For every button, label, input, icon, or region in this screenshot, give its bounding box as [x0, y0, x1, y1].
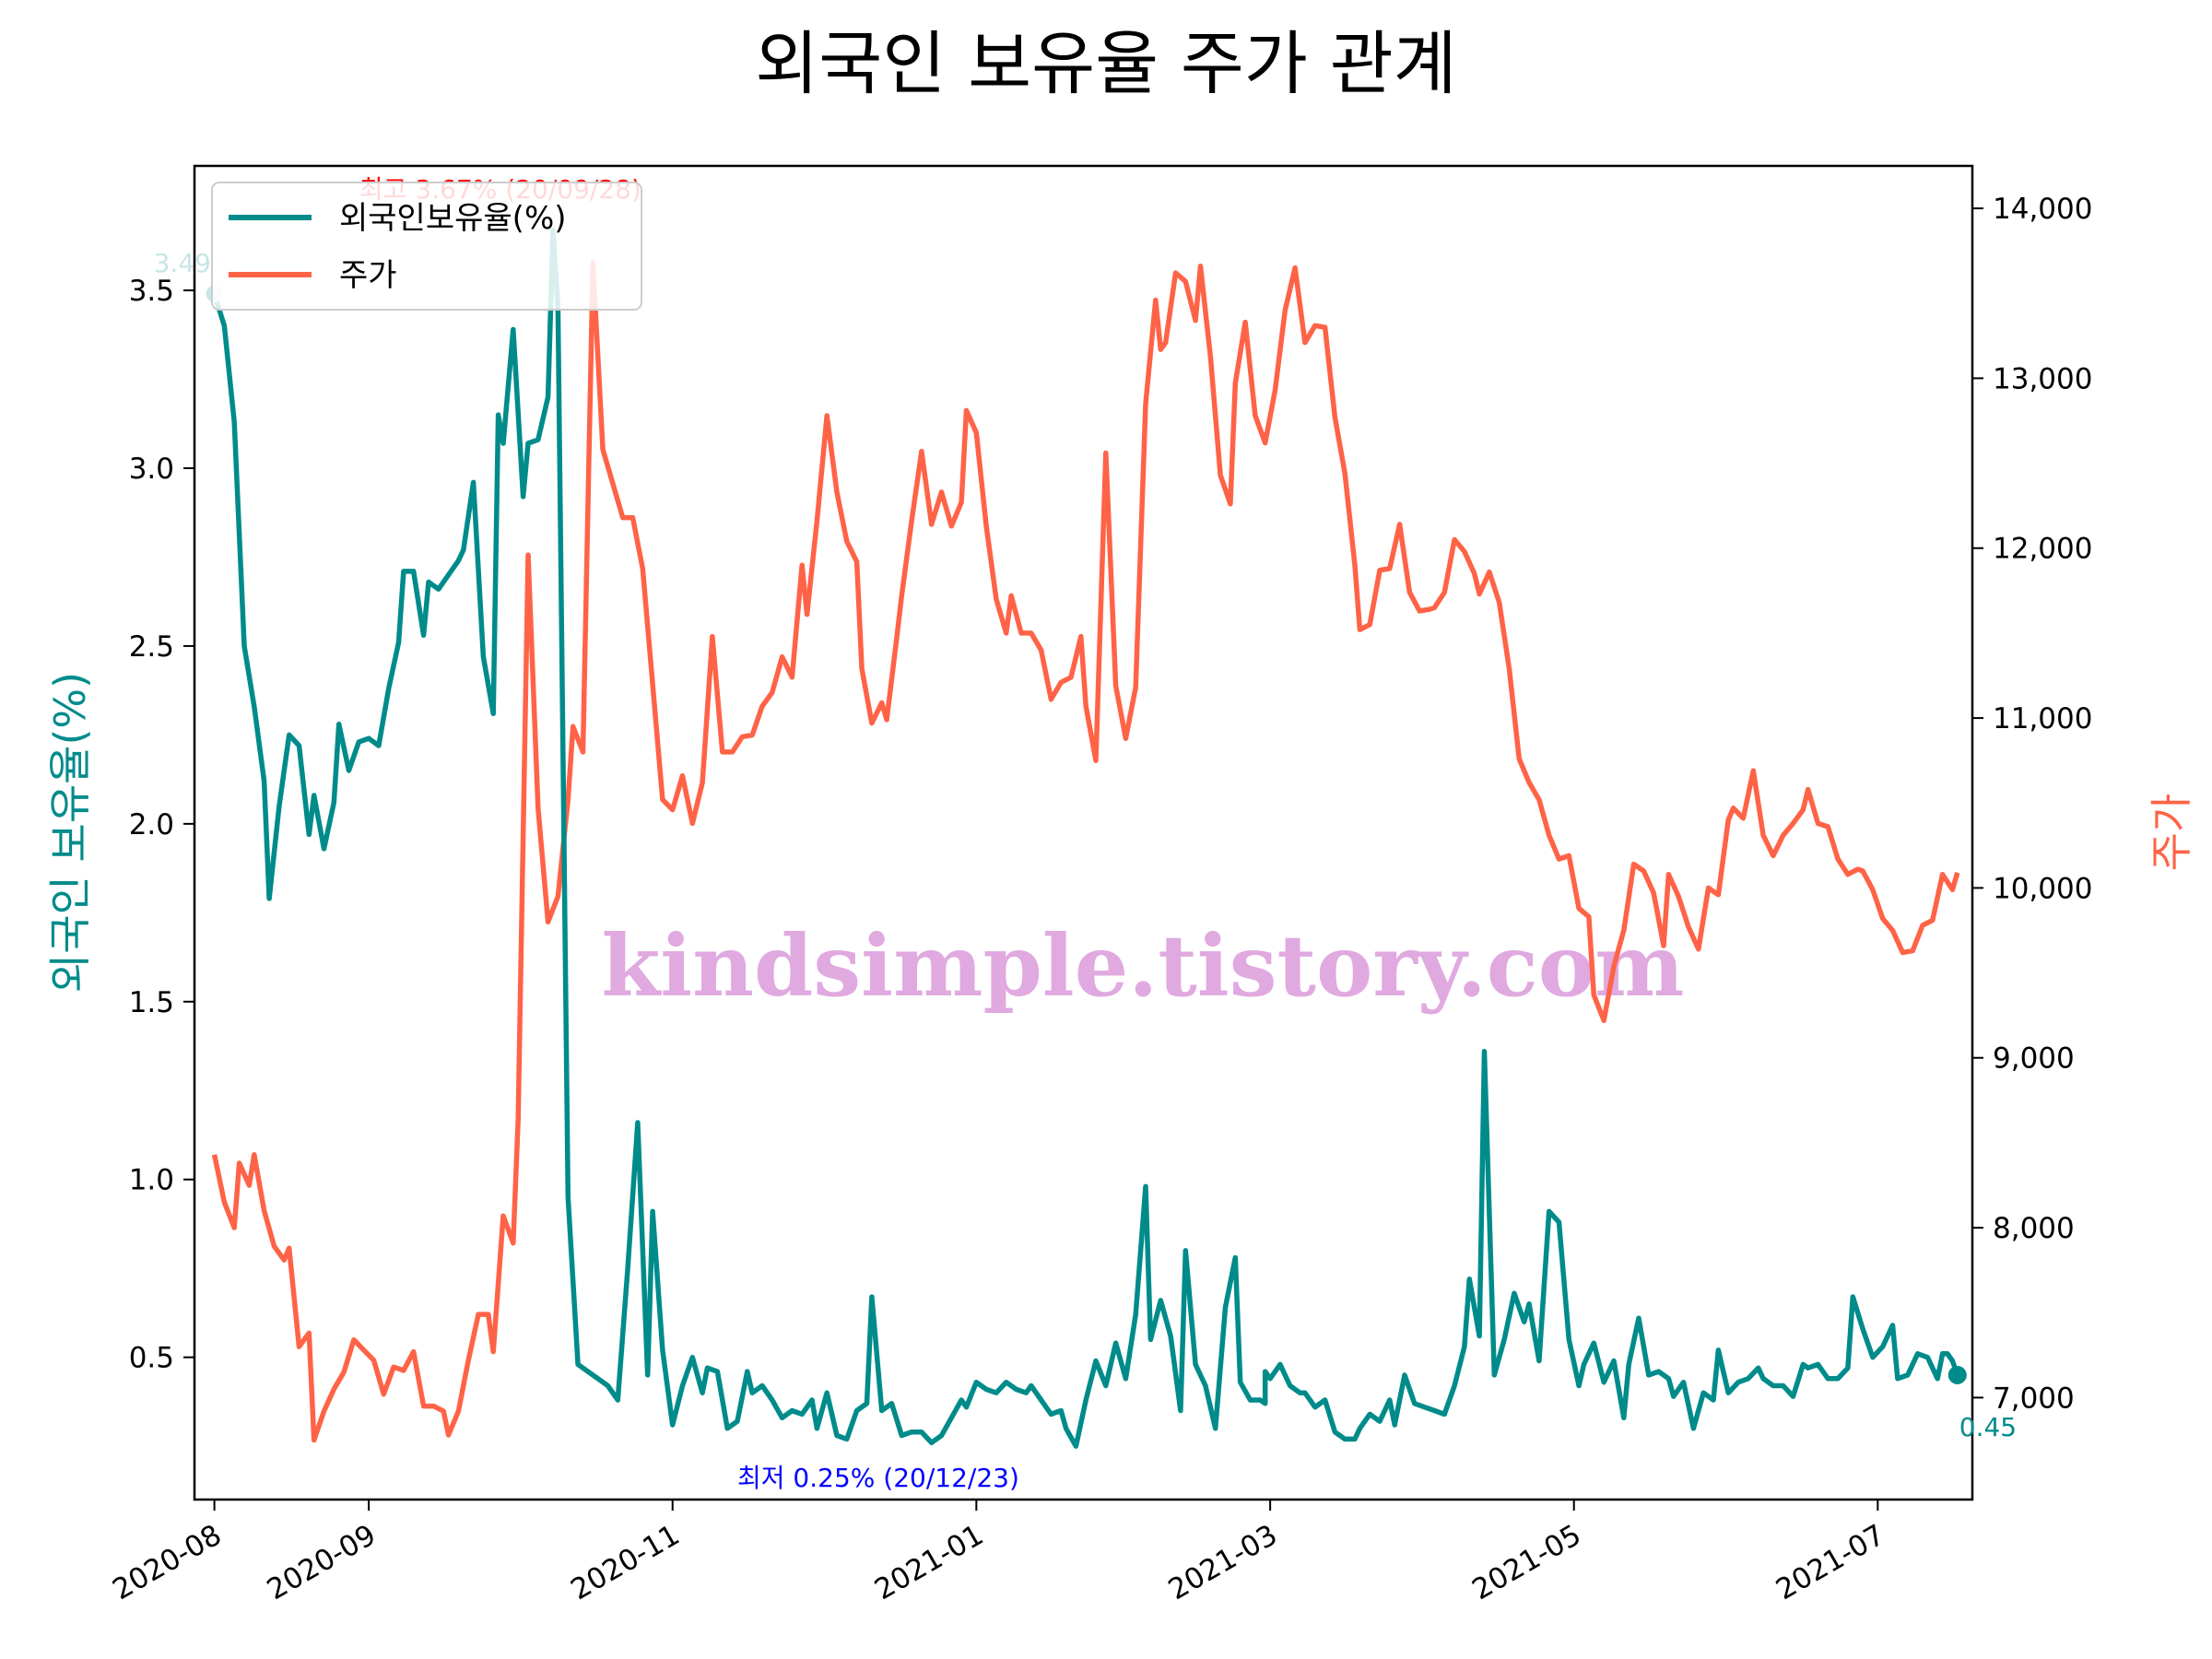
- y-left-tick-label: 2.5: [129, 630, 174, 664]
- series-line-stock-price: [211, 260, 1960, 1443]
- series-line-foreign-ownership: [211, 227, 1960, 1449]
- legend: 외국인보유율(%) 주가: [211, 182, 642, 311]
- legend-box: [211, 182, 642, 311]
- y-axis-right: 7,000 8,000 9,000 10,000 11,000 12,000 13,000 1…: [1972, 193, 2092, 1415]
- series-group: [211, 227, 1960, 1449]
- y-left-tick-label: 2.0: [129, 808, 174, 841]
- y-axis-left-label: 외국인 보유율(%): [45, 672, 95, 993]
- y-right-tick-label: 7,000: [1993, 1382, 2075, 1415]
- y-axis-right-label: 주가: [2147, 794, 2196, 872]
- x-tick-label: 2021-05: [1466, 1518, 1586, 1606]
- legend-label-foreign: 외국인보유율(%): [339, 200, 567, 237]
- annotations: 3.490.45최고 3.67% (20/09/28)최저 0.25% (20/…: [154, 174, 2018, 1493]
- y-right-tick-label: 10,000: [1993, 872, 2092, 905]
- end-point-marker: [1947, 1365, 1967, 1384]
- x-tick-label: 2020-08: [107, 1518, 227, 1606]
- y-right-tick-label: 14,000: [1993, 193, 2092, 226]
- x-tick-label: 2020-11: [565, 1518, 685, 1606]
- x-tick-label: 2021-07: [1771, 1518, 1890, 1606]
- y-left-tick-label: 1.5: [129, 986, 174, 1019]
- min-annotation: 최저 0.25% (20/12/23): [737, 1463, 1019, 1493]
- chart-title: 외국인 보유율 주가 관계: [755, 23, 1457, 104]
- watermark-text: kindsimple.tistory.com: [601, 916, 1684, 1016]
- y-left-tick-label: 1.0: [129, 1164, 174, 1197]
- y-left-tick-label: 3.0: [129, 453, 174, 486]
- watermark-group: kindsimple.tistory.com: [601, 916, 1684, 1016]
- x-tick-label: 2020-09: [262, 1518, 382, 1606]
- y-right-tick-label: 8,000: [1993, 1212, 2075, 1245]
- y-left-tick-label: 3.5: [129, 275, 174, 308]
- start-value-label: 3.49: [154, 248, 211, 278]
- end-value-label: 0.45: [1959, 1412, 2017, 1442]
- plot-area: [193, 164, 1974, 1501]
- y-right-tick-label: 13,000: [1993, 362, 2092, 395]
- legend-label-price: 주가: [339, 257, 397, 294]
- x-axis: 2020-08 2020-09 2020-11 2021-01 2021-03 2021-…: [107, 1500, 1890, 1606]
- y-axis-left: 0.5 1.0 1.5 2.0 2.5 3.0 3.5: [129, 275, 194, 1375]
- y-right-tick-label: 11,000: [1993, 702, 2092, 735]
- y-right-tick-label: 9,000: [1993, 1042, 2075, 1076]
- y-right-tick-label: 12,000: [1993, 533, 2092, 566]
- x-tick-label: 2021-03: [1163, 1518, 1283, 1606]
- x-tick-label: 2021-01: [869, 1518, 989, 1606]
- y-left-tick-label: 0.5: [129, 1342, 174, 1375]
